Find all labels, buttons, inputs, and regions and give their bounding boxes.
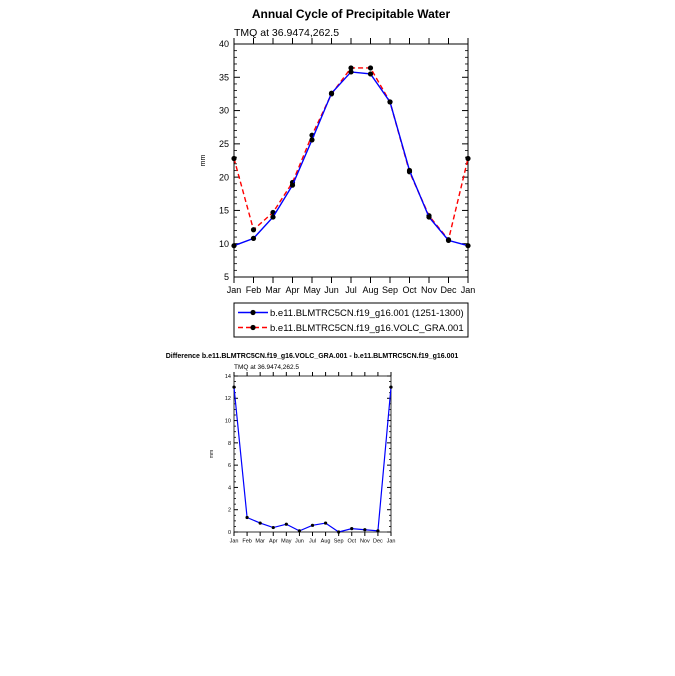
series-line-1 <box>233 387 392 533</box>
data-point <box>231 155 237 162</box>
data-point <box>297 529 302 533</box>
data-point <box>258 521 262 525</box>
data-point <box>250 235 257 241</box>
y-tick-label: 4 <box>228 485 231 491</box>
chart-title: Difference b.e11.BLMTRC5CN.f19_g16.VOLC_… <box>166 353 459 360</box>
x-tick-label: Jan <box>387 539 396 545</box>
x-tick-label: Sep <box>382 285 398 295</box>
x-tick-label: Mar <box>265 285 281 295</box>
data-point <box>363 528 367 532</box>
x-tick-label: Apr <box>269 539 278 545</box>
data-point <box>389 385 393 389</box>
x-tick-label: Mar <box>255 539 265 545</box>
y-tick-label: 2 <box>228 508 231 514</box>
x-tick-label: Oct <box>347 539 356 545</box>
x-tick-label: Oct <box>402 285 417 295</box>
y-axis-label: mm <box>200 155 207 167</box>
x-tick-label: Jul <box>345 285 357 295</box>
x-tick-label: Dec <box>440 285 457 295</box>
y-tick-label: 6 <box>228 463 231 469</box>
data-point <box>309 137 315 143</box>
x-tick-label: Feb <box>246 285 262 295</box>
x-tick-label: Nov <box>421 285 438 295</box>
y-tick-label: 30 <box>219 106 229 116</box>
series-line-2 <box>233 67 469 242</box>
data-point <box>465 155 471 162</box>
x-tick-label: Sep <box>334 539 344 545</box>
chart-subtitle: TMQ at 36.9474,262.5 <box>234 364 299 371</box>
x-tick-label: Aug <box>362 285 378 295</box>
legend-marker <box>250 309 256 316</box>
y-axis-label: mm <box>209 450 215 458</box>
data-point <box>289 182 296 188</box>
data-point <box>367 71 374 77</box>
legend-label: b.e11.BLMTRC5CN.f19_g16.001 (1251-1300) <box>270 308 464 319</box>
data-point <box>367 65 374 71</box>
chart-title: Annual Cycle of Precipitable Water <box>252 7 451 21</box>
legend-box <box>233 302 469 338</box>
y-tick-label: 12 <box>225 396 231 402</box>
data-point <box>232 385 236 389</box>
data-point <box>445 237 452 243</box>
data-point <box>284 522 288 526</box>
data-point <box>465 243 471 249</box>
x-tick-label: Aug <box>321 539 331 545</box>
data-point <box>271 525 275 530</box>
x-tick-label: Jun <box>324 285 339 295</box>
x-tick-label: Jan <box>461 285 476 295</box>
y-tick-label: 20 <box>219 172 229 182</box>
data-point <box>245 515 249 520</box>
legend-marker <box>250 324 256 331</box>
y-tick-label: 8 <box>228 441 231 447</box>
data-point <box>231 243 237 249</box>
x-tick-label: May <box>281 539 292 545</box>
data-point <box>426 214 432 220</box>
x-tick-label: Jan <box>230 539 239 545</box>
y-tick-label: 14 <box>225 374 231 380</box>
data-point <box>250 227 257 233</box>
chart-subtitle: TMQ at 36.9474,262.5 <box>234 27 339 39</box>
y-tick-label: 35 <box>219 72 229 82</box>
main-chart-panel: Annual Cycle of Precipitable Water TMQ at… <box>200 7 476 338</box>
x-tick-label: Jun <box>295 539 304 545</box>
plot-frame <box>233 375 392 533</box>
x-tick-label: Apr <box>285 285 299 295</box>
x-tick-label: Feb <box>242 539 251 545</box>
data-point <box>337 530 341 534</box>
x-tick-label: Nov <box>360 539 370 545</box>
y-tick-label: 0 <box>228 530 231 536</box>
x-tick-label: May <box>303 285 321 295</box>
y-tick-label: 25 <box>219 139 229 149</box>
legend-label: b.e11.BLMTRC5CN.f19_g16.VOLC_GRA.001 <box>270 323 464 334</box>
data-point <box>376 529 380 533</box>
y-tick-label: 10 <box>219 239 229 249</box>
data-point <box>323 521 328 525</box>
data-point <box>310 523 315 527</box>
data-point <box>406 167 413 174</box>
data-point <box>348 65 354 71</box>
data-point <box>348 69 354 75</box>
y-tick-label: 40 <box>219 39 229 49</box>
y-tick-label: 5 <box>224 272 229 282</box>
data-point <box>270 214 276 220</box>
difference-chart-panel: Difference b.e11.BLMTRC5CN.f19_g16.VOLC_… <box>166 353 459 545</box>
y-tick-label: 15 <box>219 206 229 216</box>
data-point <box>328 90 335 96</box>
x-tick-label: Jul <box>309 539 316 545</box>
plot-frame <box>233 43 469 278</box>
y-tick-label: 10 <box>225 418 231 424</box>
data-point <box>387 99 393 105</box>
x-tick-label: Jan <box>227 285 242 295</box>
data-point <box>350 527 354 531</box>
x-tick-label: Dec <box>373 539 383 545</box>
